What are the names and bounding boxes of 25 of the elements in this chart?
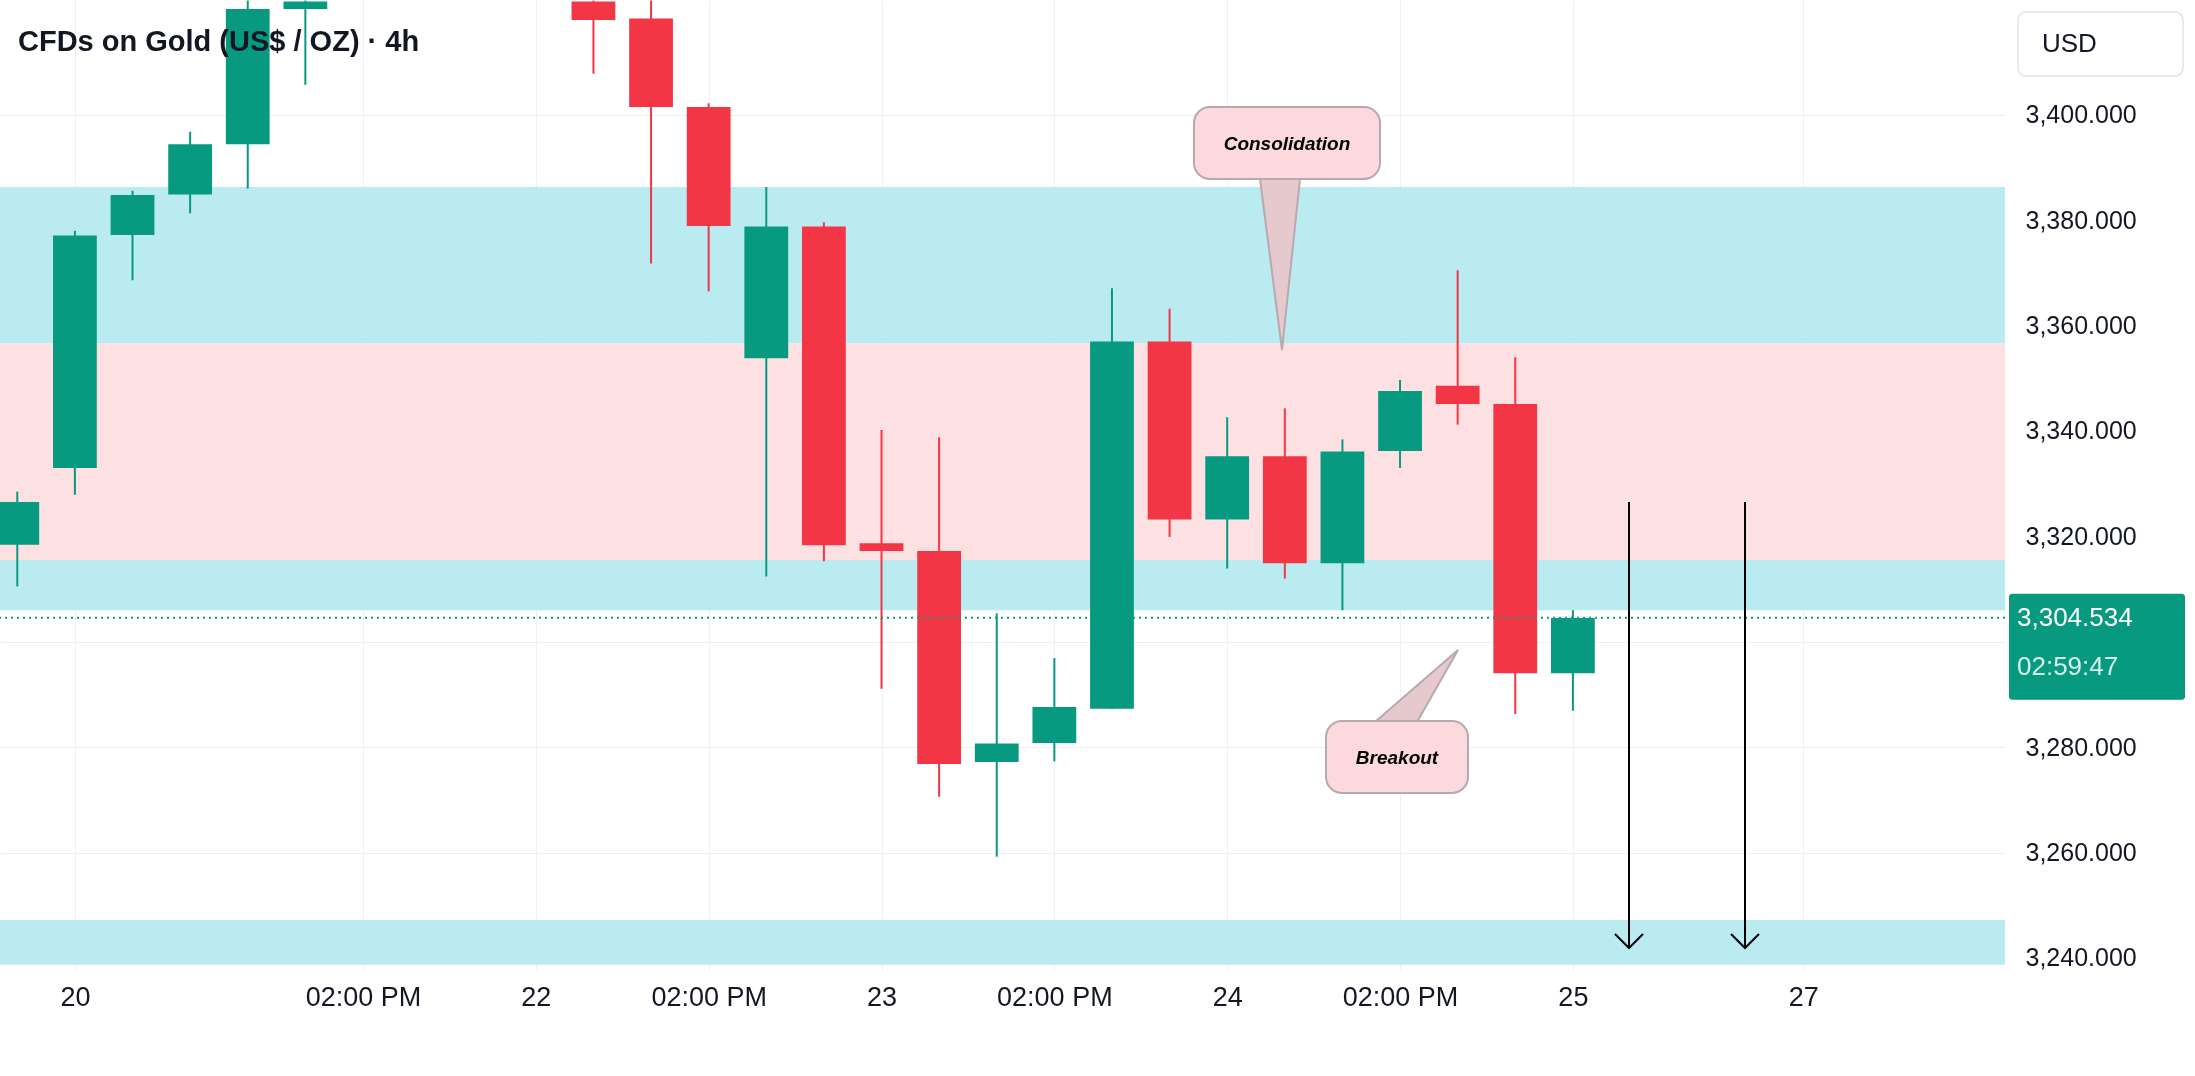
candlestick: [1435, 269, 1480, 426]
y-tick-label: 3,380.000: [2025, 205, 2137, 234]
y-tick-label: 3,320.000: [2025, 521, 2137, 550]
y-tick-label: 3,400.000: [2025, 100, 2137, 129]
ref-line-label: 3,304.534: [2017, 601, 2133, 632]
y-axis-title: USD: [2042, 28, 2097, 58]
annotation: Breakout: [1355, 746, 1439, 768]
annotation: Consolidation: [1223, 132, 1351, 154]
x-tick-label: 02:00 PM: [997, 981, 1113, 1012]
x-tick-label: 22: [521, 981, 552, 1012]
y-tick-label: 3,340.000: [2025, 416, 2137, 445]
x-tick-label: 02:00 PM: [651, 981, 767, 1012]
x-tick-label: 20: [60, 981, 91, 1012]
x-tick-label: 27: [1788, 981, 1819, 1012]
x-tick-label: 23: [866, 981, 898, 1012]
text: 02:59:47: [2017, 651, 2119, 681]
candlestick: [859, 428, 904, 690]
x-tick-label: 25: [1558, 981, 1589, 1012]
y-tick-label: 3,360.000: [2025, 311, 2137, 340]
x-tick-label: 02:00 PM: [305, 981, 422, 1012]
y-tick-label: 3,260.000: [2025, 838, 2137, 866]
y-tick-label: 3,240.000: [2025, 943, 2137, 972]
x-tick-label: 24: [1212, 981, 1243, 1012]
x-tick-label: 02:00 PM: [1342, 981, 1459, 1012]
y-tick-label: 3,280.000: [2025, 732, 2137, 761]
